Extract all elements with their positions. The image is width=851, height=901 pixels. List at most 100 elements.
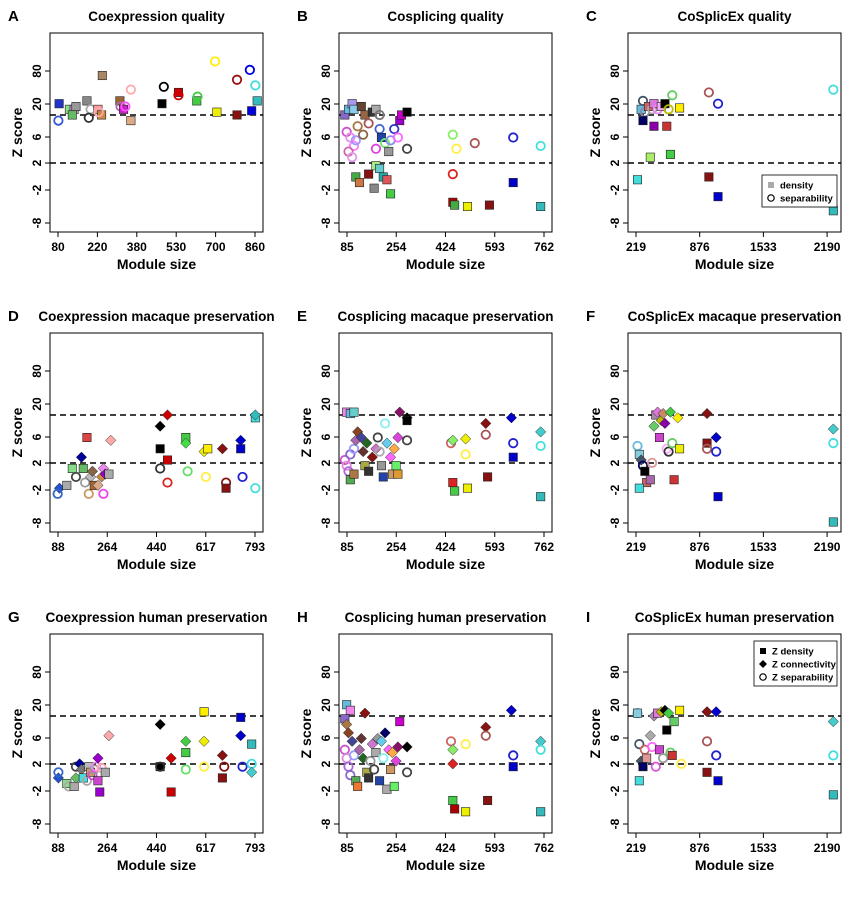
panel-letter: H (297, 609, 308, 626)
y-tick-label: 80 (319, 665, 333, 679)
x-tick-label: 2190 (814, 240, 841, 254)
data-point (82, 96, 92, 106)
data-point (701, 443, 713, 454)
data-point (448, 795, 458, 805)
x-axis-label: Module size (695, 857, 775, 873)
data-point (701, 408, 713, 420)
data-point (376, 461, 386, 471)
data-point (349, 407, 359, 417)
data-point (348, 443, 360, 454)
y-tick-label: 80 (608, 64, 622, 78)
data-point (469, 138, 480, 149)
data-point (97, 71, 107, 81)
data-point (199, 707, 209, 717)
y-tick-label: 6 (30, 734, 44, 741)
data-point (157, 99, 167, 109)
data-point (392, 132, 404, 143)
x-tick-label: 380 (127, 240, 147, 254)
legend-marker (768, 182, 774, 188)
data-point (216, 749, 228, 761)
data-point (378, 472, 388, 482)
panel-letter: G (8, 609, 20, 626)
data-point (375, 163, 385, 173)
data-point (237, 761, 248, 772)
data-point (667, 750, 677, 760)
data-point (155, 463, 166, 474)
data-point (62, 480, 72, 490)
panel-letter: C (586, 8, 597, 25)
y-tick-label: 20 (319, 397, 333, 411)
data-point (828, 84, 839, 95)
data-point (82, 432, 92, 442)
data-point (535, 744, 546, 755)
y-tick-label: 80 (30, 364, 44, 378)
data-point (460, 449, 471, 460)
data-point (181, 748, 191, 758)
x-tick-label: 88 (51, 540, 65, 554)
data-point (165, 752, 177, 764)
panel-letter: E (297, 308, 307, 325)
plot-frame (49, 32, 264, 233)
y-tick-label: -2 (319, 184, 333, 195)
data-point (654, 745, 664, 755)
data-point (192, 91, 203, 102)
data-point (232, 110, 242, 120)
x-axis-label: Module size (695, 256, 775, 272)
data-point (389, 781, 399, 791)
x-tick-label: 617 (196, 841, 216, 855)
x-tick-label: 700 (206, 240, 226, 254)
data-point (662, 725, 672, 735)
data-point (665, 149, 675, 159)
x-tick-label: 876 (690, 240, 710, 254)
data-point (669, 717, 679, 727)
data-point (676, 758, 687, 769)
data-point (339, 744, 350, 755)
data-point (71, 102, 81, 112)
data-point (669, 475, 679, 485)
data-point (713, 492, 723, 502)
plot-frame (49, 633, 264, 834)
data-point (372, 432, 383, 443)
x-axis-label: Module size (117, 556, 197, 572)
legend-label: Z connectivity (772, 660, 837, 671)
data-point (379, 418, 391, 429)
data-point (634, 739, 645, 750)
data-point (828, 517, 838, 527)
panel-title: CoSplicEx quality (677, 9, 792, 24)
data-point (219, 761, 230, 772)
y-tick-label: -2 (319, 484, 333, 495)
data-point (357, 446, 369, 458)
data-point (535, 735, 547, 747)
data-point (667, 90, 678, 101)
panel-i: I CoSplicEx human preservation -8 -2 2 6 20 80 2… (586, 609, 842, 873)
data-point (162, 455, 172, 465)
panel-title: Cosplicing quality (387, 9, 504, 24)
data-point (663, 707, 675, 719)
data-point (480, 721, 492, 733)
data-point (345, 132, 356, 143)
x-tick-label: 219 (626, 841, 646, 855)
data-point (250, 483, 261, 494)
legend-box (761, 174, 838, 208)
data-point (80, 477, 91, 488)
data-point (354, 178, 364, 188)
data-point (361, 437, 373, 449)
data-point (247, 739, 257, 749)
data-point (401, 741, 413, 753)
data-point (353, 744, 366, 756)
panel-title: Cosplicing macaque preservation (337, 309, 553, 324)
data-point (638, 116, 648, 126)
data-point (536, 202, 546, 212)
data-point (346, 735, 358, 747)
data-point (634, 776, 644, 786)
y-axis-label: Z score (587, 708, 603, 758)
data-point (247, 106, 257, 116)
data-point (359, 707, 371, 719)
data-point (401, 767, 413, 778)
data-point (212, 107, 222, 117)
data-point (483, 795, 493, 805)
x-tick-label: 219 (626, 540, 646, 554)
data-point (460, 739, 471, 750)
data-point (447, 434, 459, 446)
data-point (632, 175, 642, 185)
